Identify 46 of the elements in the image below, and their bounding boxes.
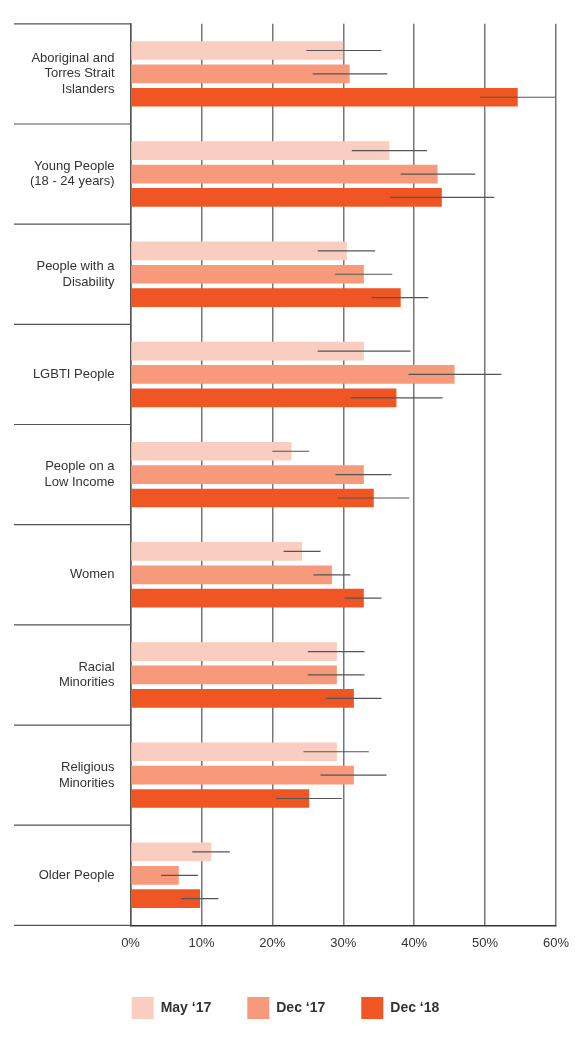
legend-label: Dec ‘18 [390,998,440,1015]
bar [131,264,364,284]
bar [131,41,344,60]
bar [131,588,364,608]
bar [131,889,201,909]
bar [131,288,401,307]
y-tick-label: Young People (18 - 24 years) [29,157,115,189]
x-tick-label: 40% [401,934,428,950]
bar [131,842,212,862]
legend-label: May ‘17 [160,998,212,1015]
bar [131,542,303,561]
bar [131,241,347,261]
bar [131,164,438,184]
bar [131,789,310,808]
bar [131,642,337,661]
y-tick-label: People with a Disability [36,258,116,289]
y-tick-label: LGBTI People [32,366,115,381]
bar [131,465,364,484]
bar [131,765,354,785]
bar [131,64,350,84]
bar [131,865,179,885]
bar [131,688,354,708]
y-tick-label: Women [69,566,115,582]
y-tick-label: Religious Minorities [58,758,116,790]
x-tick-label: 30% [330,934,357,950]
x-tick-label: 0% [121,934,141,950]
x-tick-label: 60% [542,934,570,950]
bar [131,488,374,508]
bar [131,87,518,107]
x-tick-label: 20% [259,934,286,950]
bar [131,388,397,408]
x-tick-label: 50% [472,934,499,950]
bar [131,441,292,461]
x-tick-label: 10% [188,934,215,950]
y-tick-label: Racial Minorities [58,658,116,690]
bar [131,141,390,161]
bar [131,188,442,207]
bar [131,365,455,384]
y-tick-label: Older People [38,866,115,882]
legend-label: Dec ‘17 [276,998,326,1015]
bar [131,742,337,762]
bar [131,565,332,585]
y-tick-label: People on a Low Income [44,458,116,489]
bar [131,341,364,361]
y-tick-label: Aboriginal and Torres Strait Islanders [31,49,116,97]
bar [131,665,337,685]
